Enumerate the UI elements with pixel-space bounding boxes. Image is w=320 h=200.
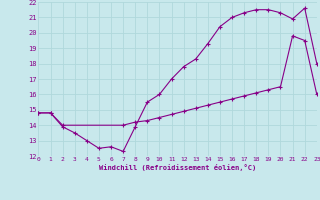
X-axis label: Windchill (Refroidissement éolien,°C): Windchill (Refroidissement éolien,°C) bbox=[99, 164, 256, 171]
